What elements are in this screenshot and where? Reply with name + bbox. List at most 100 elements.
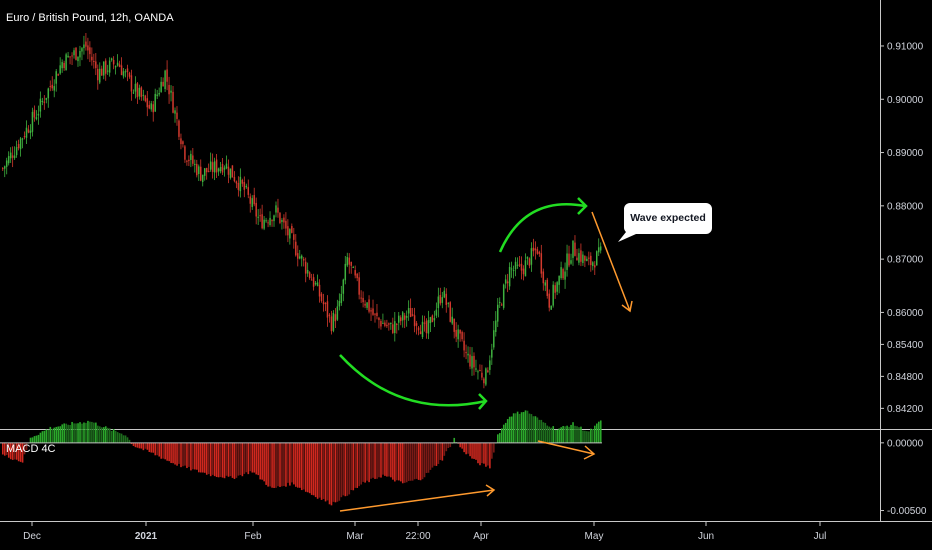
macd-bar	[386, 442, 388, 477]
macd-bar	[374, 442, 376, 479]
macd-bar	[500, 428, 503, 443]
candle-body	[223, 167, 226, 170]
candle	[530, 242, 533, 272]
candle-body	[578, 253, 580, 263]
candle	[75, 47, 77, 61]
candle	[586, 256, 588, 262]
candle	[203, 167, 206, 181]
green-arrowhead-top	[577, 197, 588, 215]
candle	[106, 64, 109, 75]
macd-bar	[67, 424, 69, 443]
macd-bar	[364, 442, 366, 483]
candle	[538, 250, 541, 257]
candle-body	[498, 301, 501, 304]
candle-body	[374, 313, 376, 315]
candle-body	[17, 144, 20, 149]
candle	[578, 248, 580, 266]
candle-body	[308, 272, 311, 279]
orange-divergence-line-macd-right[interactable]	[537, 440, 595, 455]
macd-bar	[219, 442, 222, 477]
candle	[259, 208, 261, 222]
macd-bar	[126, 437, 129, 443]
macd-bar	[398, 442, 400, 481]
macd-indicator-title[interactable]: MACD 4C	[6, 443, 56, 455]
candle-body	[154, 93, 156, 112]
macd-bar	[399, 442, 402, 482]
drawings-layer[interactable]: Wave expected	[339, 197, 712, 512]
candle	[255, 197, 257, 225]
candle	[209, 152, 212, 172]
candle	[582, 251, 584, 266]
time-axis[interactable]: Dec 2021 Feb Mar 22:00 Apr May Jun Jul	[23, 522, 826, 542]
candle	[346, 252, 349, 268]
candle-body	[510, 268, 513, 270]
candle	[126, 64, 129, 82]
candle	[297, 245, 299, 267]
price-axis[interactable]: 0.91000 0.90000 0.89000 0.88000 0.87000 0.860…	[880, 41, 927, 517]
macd-bar	[93, 422, 95, 443]
candle-body	[231, 165, 234, 178]
callout-wave-expected[interactable]: Wave expected	[618, 203, 712, 242]
macd-bar	[403, 442, 406, 483]
candle	[93, 53, 95, 69]
macd-bar	[590, 428, 592, 443]
candle-body	[599, 246, 602, 251]
candle	[556, 281, 558, 296]
orange-arrow-down[interactable]	[591, 211, 631, 312]
candle	[352, 265, 354, 269]
candle	[382, 313, 384, 324]
candle-body	[156, 94, 158, 97]
macd-bar	[164, 442, 166, 460]
candle-body	[23, 136, 26, 138]
green-arc-arrow-bottom[interactable]	[339, 354, 487, 407]
macd-bar	[475, 442, 477, 460]
candle	[455, 322, 457, 343]
candle-body	[556, 282, 558, 292]
candle-body	[265, 220, 267, 222]
macd-bar	[279, 442, 281, 487]
green-arc-arrow-top[interactable]	[498, 202, 586, 253]
candle	[182, 140, 184, 148]
candle	[504, 274, 507, 289]
candle-body	[73, 50, 75, 56]
macd-bar	[3, 442, 6, 456]
candle-body	[97, 68, 99, 81]
candle-body	[134, 83, 137, 92]
candle-body	[326, 301, 329, 318]
candle	[403, 312, 406, 329]
candle	[150, 100, 152, 112]
candle	[510, 261, 513, 278]
macd-bar	[75, 423, 77, 443]
candle	[267, 219, 269, 228]
candle-body	[29, 130, 32, 133]
candle	[184, 144, 186, 163]
time-tick-label: 22:00	[405, 531, 430, 542]
candle-body	[182, 141, 184, 145]
macd-bar	[346, 442, 349, 496]
candle	[170, 85, 172, 102]
candle-body	[255, 202, 257, 217]
candle	[67, 51, 69, 59]
orange-divergence-line-macd[interactable]	[339, 489, 495, 512]
candle-body	[25, 127, 28, 138]
candle-body	[495, 320, 497, 333]
candle-body	[126, 68, 129, 73]
macd-bar	[122, 435, 125, 443]
macd-bar	[243, 442, 246, 474]
price-tick-label: 0.86000	[887, 308, 924, 319]
main-chart-title[interactable]: Euro / British Pound, 12h, OANDA	[6, 12, 174, 24]
candle	[314, 281, 317, 286]
macd-bar	[354, 442, 357, 488]
candle	[291, 223, 293, 234]
candle-body	[3, 166, 6, 169]
candle	[300, 254, 303, 267]
macd-bar	[376, 442, 378, 479]
candle	[380, 319, 382, 330]
macd-bar	[2, 442, 4, 455]
candle-body	[502, 284, 505, 308]
candle-body	[184, 146, 186, 160]
macd-bar	[574, 425, 576, 443]
candle-body	[518, 264, 521, 266]
candle	[318, 279, 321, 303]
candle	[55, 69, 57, 92]
